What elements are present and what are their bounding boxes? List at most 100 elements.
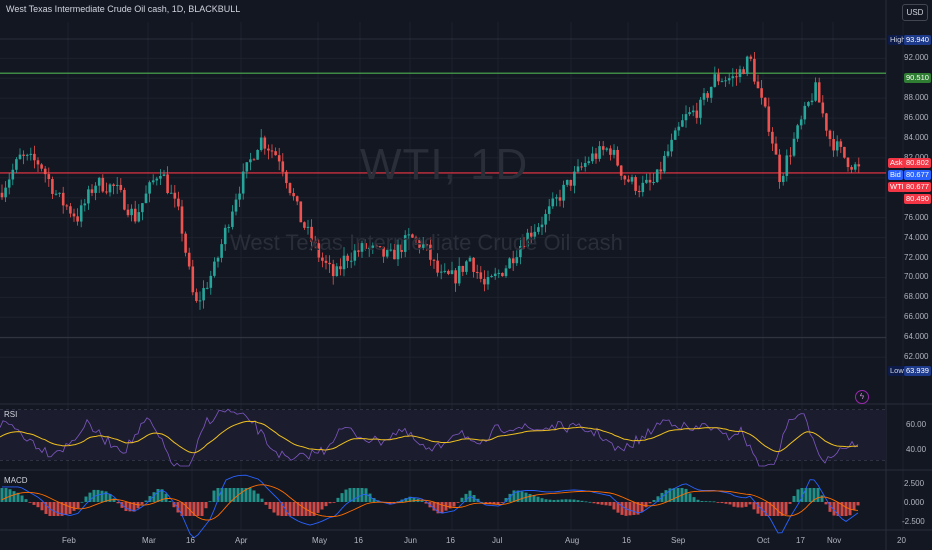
macd-bar [720, 502, 724, 504]
macd-bar [244, 488, 248, 502]
macd-bar [556, 499, 560, 502]
candle-body [393, 249, 396, 260]
last-value: 80.677 [904, 182, 931, 192]
macd-bar [32, 502, 36, 505]
macd-bar [596, 502, 600, 505]
macd-bar [324, 502, 328, 507]
candle-body [51, 179, 54, 194]
candle-body [475, 271, 479, 273]
macd-bar [20, 495, 24, 502]
macd-bar [576, 500, 580, 502]
macd-bar [844, 502, 848, 516]
candle-body [101, 177, 105, 192]
macd-bar [156, 488, 160, 502]
time-tick: Apr [235, 536, 248, 545]
candle-body [241, 171, 245, 194]
candle-body [789, 155, 792, 157]
candle-body [277, 155, 281, 162]
macd-bar [212, 490, 216, 502]
macd-bar [608, 502, 612, 506]
candle-body [169, 192, 173, 194]
price-tick: 88.000 [904, 93, 929, 103]
macd-pane-label: MACD [4, 476, 28, 485]
alert-bolt-icon[interactable]: ϟ [855, 390, 869, 404]
candle-body [461, 265, 465, 272]
watermark-name: West Texas Intermediate Crude Oil cash [230, 230, 623, 255]
price-tick: 68.000 [904, 292, 929, 302]
candle-body [616, 149, 619, 166]
macd-bar [256, 493, 260, 502]
rsi-ma-line [0, 420, 859, 454]
macd-bar [840, 502, 844, 516]
macd-bar [676, 488, 680, 502]
candle-body [742, 69, 745, 74]
candle-body [335, 266, 339, 277]
macd-bar [856, 502, 860, 506]
macd-bar [568, 499, 572, 502]
macd-bar [68, 502, 72, 514]
candle-body [641, 182, 645, 193]
candle-body [328, 262, 331, 265]
macd-bar [668, 488, 672, 502]
candle-body [799, 119, 803, 126]
currency-button[interactable]: USD [902, 4, 928, 21]
candle-body [846, 157, 850, 168]
low-label: Low [888, 366, 906, 376]
macd-bar [564, 499, 568, 502]
macd-bar [492, 502, 496, 505]
candle-body [753, 58, 756, 82]
macd-bar [796, 489, 800, 502]
macd-bar [692, 497, 696, 502]
macd-bar [728, 502, 732, 505]
candle-body [151, 180, 155, 183]
candle-body [313, 241, 317, 244]
candle-body [177, 198, 180, 207]
macd-bar [512, 490, 516, 502]
candle-body [691, 110, 695, 113]
macd-bar [780, 502, 784, 516]
candle-body [735, 76, 738, 78]
candle-body [4, 187, 7, 198]
candle-body [292, 193, 295, 197]
macd-bar [40, 502, 44, 511]
candle-body [256, 149, 259, 160]
macd-bar [640, 502, 644, 512]
candle-body [479, 272, 483, 279]
macd-tick-pos: 2.500 [904, 479, 925, 488]
macd-bar [12, 491, 16, 502]
price-tick: 92.000 [904, 53, 929, 63]
macd-bar [344, 489, 348, 502]
rsi-pane-label: RSI [4, 410, 18, 419]
macd-bar [808, 488, 812, 502]
price-tick: 62.000 [904, 352, 929, 362]
candle-body [25, 154, 29, 156]
candle-body [227, 226, 231, 228]
candle-body [367, 247, 371, 249]
candle-body [108, 184, 112, 193]
macd-bar [420, 500, 424, 502]
macd-bar [72, 502, 76, 511]
candle-body [508, 258, 511, 269]
macd-bar [532, 495, 536, 502]
macd-bar [456, 502, 460, 503]
candle-body [270, 150, 274, 152]
time-tick: Aug [565, 536, 580, 545]
macd-bar [448, 502, 452, 509]
time-tick: 20 [897, 536, 906, 545]
macd-bar [228, 488, 232, 502]
candle-body [79, 205, 83, 222]
macd-bar [800, 488, 804, 502]
macd-bar [356, 488, 360, 502]
candle-body [43, 168, 47, 175]
macd-bar [540, 498, 544, 502]
macd-bar [452, 502, 456, 507]
macd-bar [388, 502, 392, 505]
ask-value: 80.802 [904, 158, 931, 168]
candle-body [529, 232, 533, 237]
macd-bar [404, 498, 408, 502]
candle-body [97, 177, 101, 186]
candle-body [342, 255, 346, 270]
macd-bar [332, 502, 336, 503]
macd-bar [672, 488, 676, 502]
